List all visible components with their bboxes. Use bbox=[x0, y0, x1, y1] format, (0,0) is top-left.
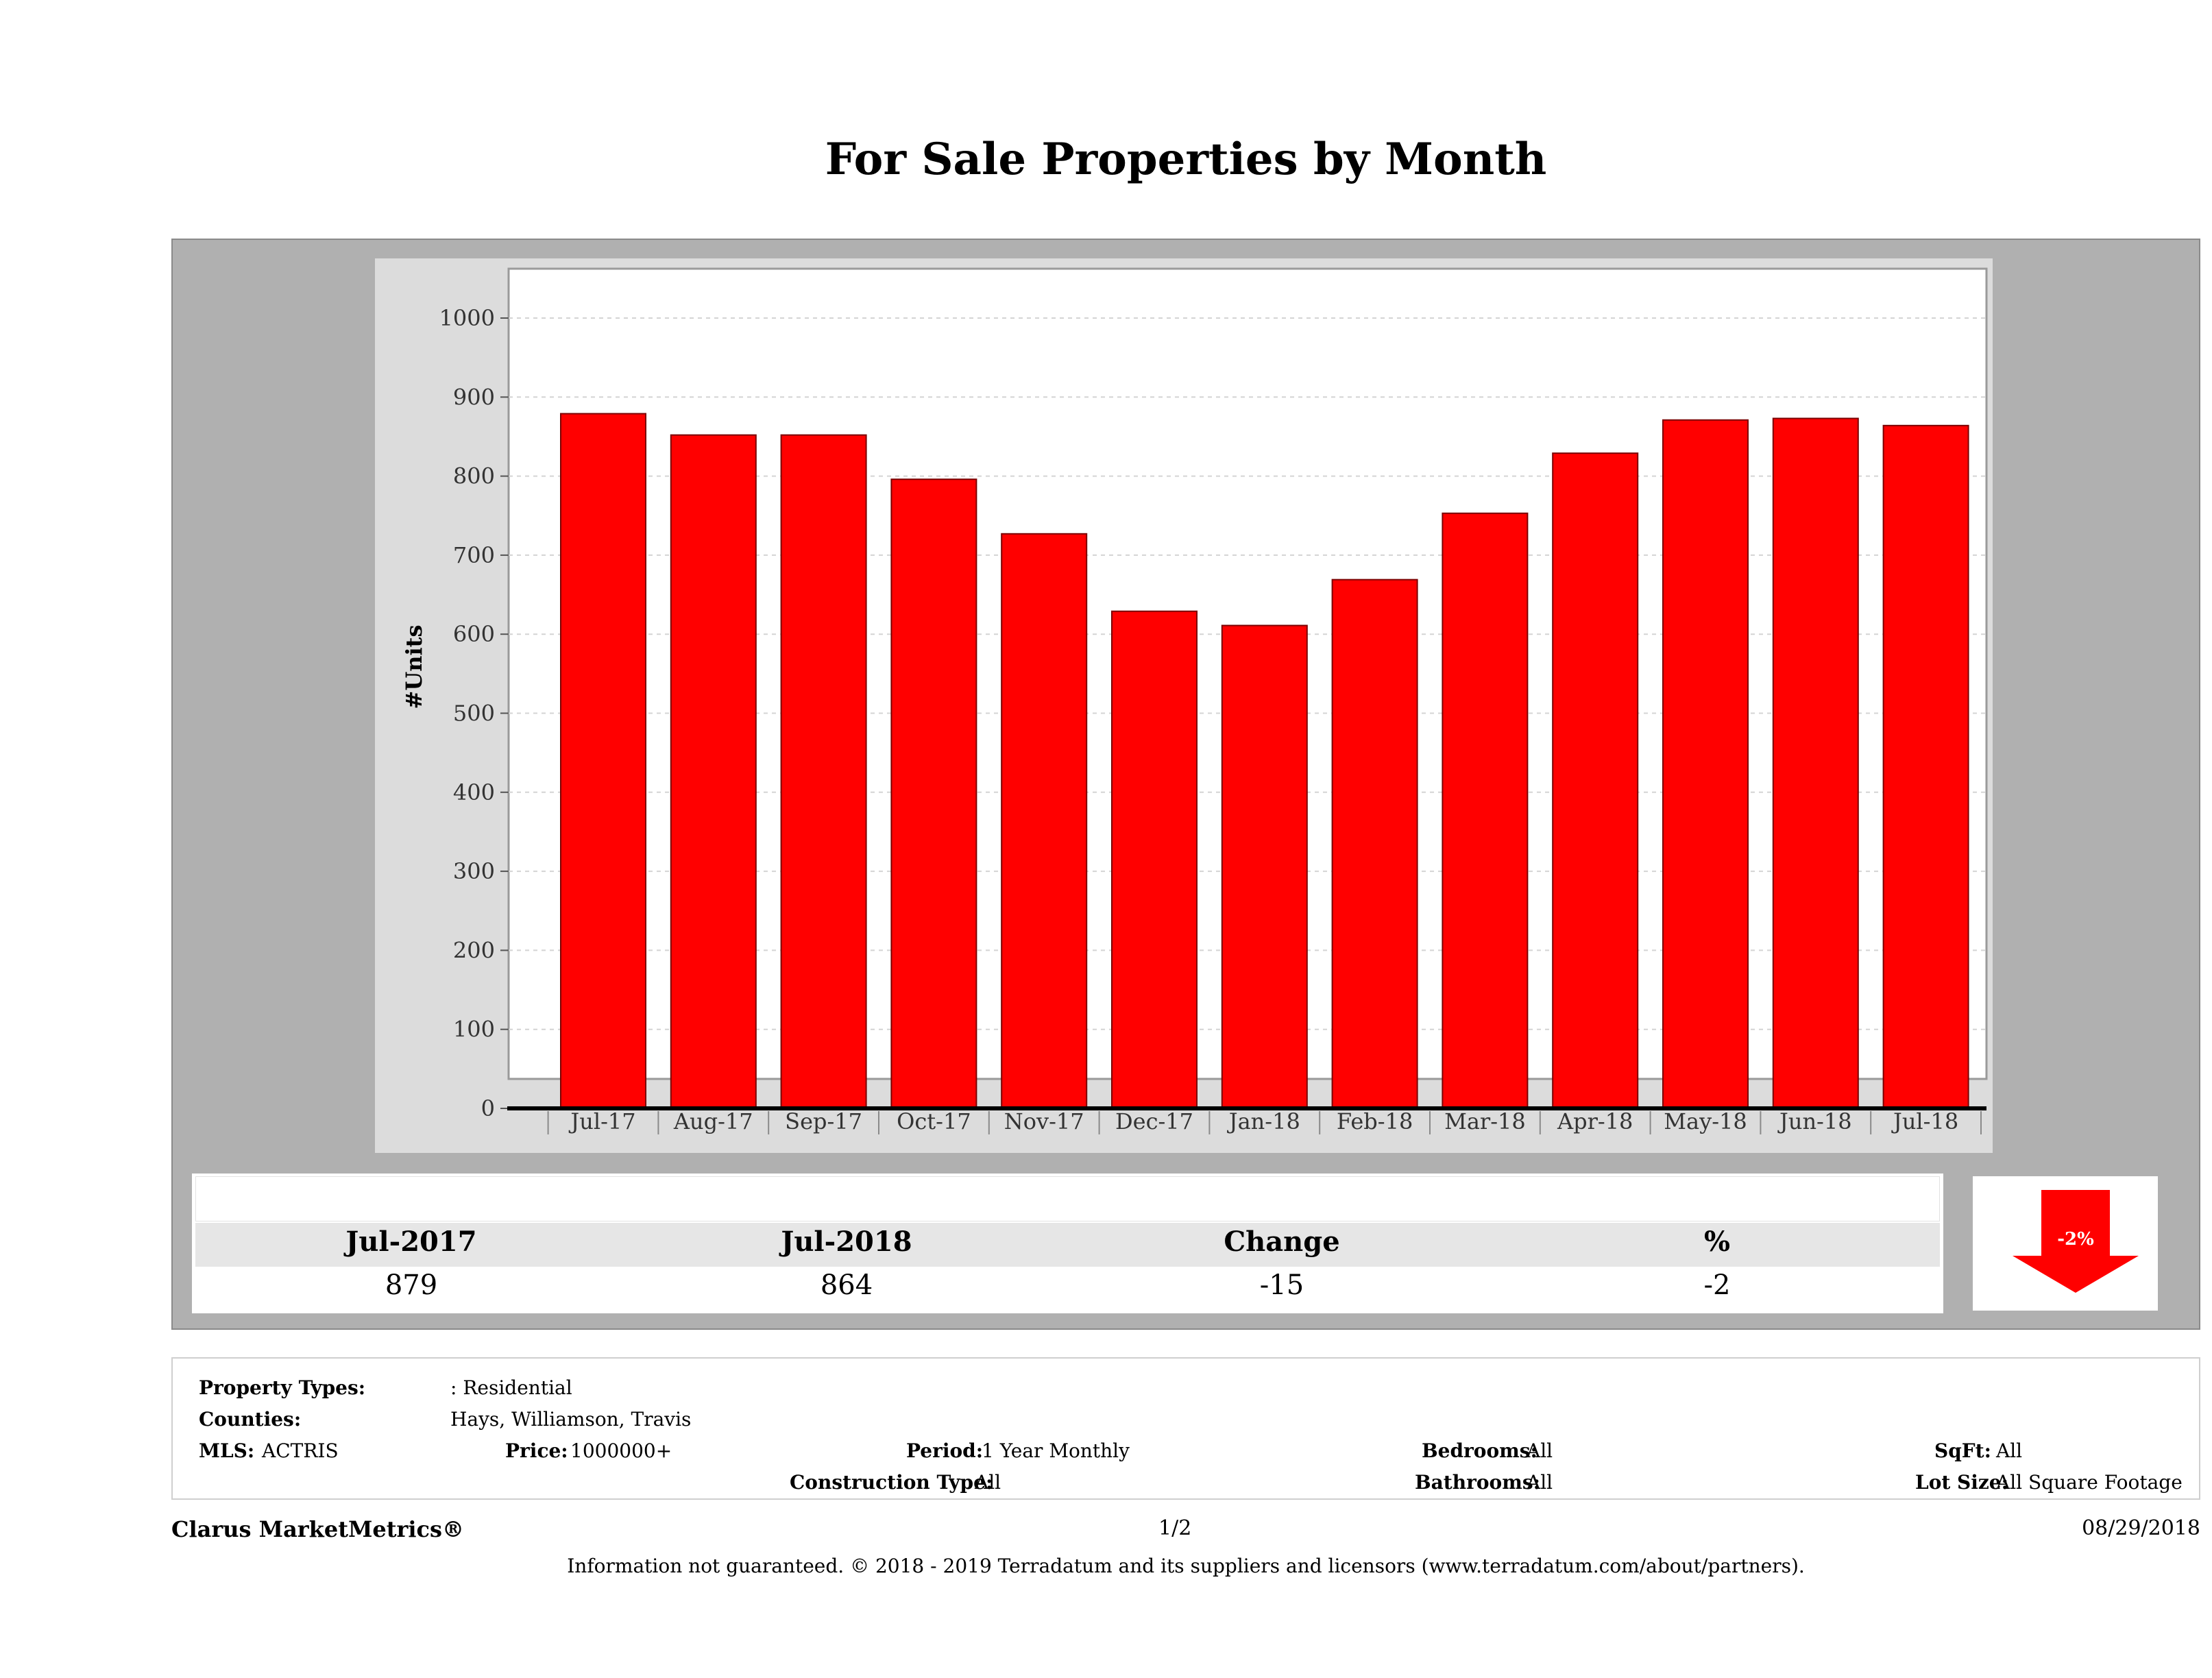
bar-aug-17 bbox=[670, 434, 757, 1110]
x-tick-label: Dec-17 bbox=[1115, 1108, 1193, 1134]
summary-header-change: Change bbox=[1224, 1226, 1340, 1258]
footer-date: 08/29/2018 bbox=[2082, 1516, 2200, 1540]
counties-value: Hays, Williamson, Travis bbox=[450, 1408, 692, 1431]
footer-disclaimer: Information not guaranteed. © 2018 - 201… bbox=[567, 1555, 1805, 1577]
bar-oct-17 bbox=[890, 478, 977, 1110]
y-tick-label: 700 bbox=[453, 542, 495, 568]
footer-brand: Clarus MarketMetrics® bbox=[171, 1516, 465, 1542]
bar-jul-18 bbox=[1882, 424, 1969, 1110]
price-value: 1000000+ bbox=[570, 1439, 672, 1462]
summary-header-percent: % bbox=[1703, 1226, 1730, 1258]
period-label: Period: bbox=[906, 1439, 984, 1462]
x-tick-label: Feb-18 bbox=[1337, 1108, 1413, 1134]
bar-sep-17 bbox=[780, 434, 867, 1110]
bar-feb-18 bbox=[1331, 579, 1418, 1109]
x-tick-label: Mar-18 bbox=[1444, 1108, 1526, 1134]
summary-header-start: Jul-2017 bbox=[345, 1226, 477, 1258]
bar-nov-17 bbox=[1001, 533, 1088, 1110]
bathrooms-value: All bbox=[1527, 1471, 1553, 1494]
summary-top-strip bbox=[195, 1176, 1940, 1221]
y-tick-label: 100 bbox=[453, 1017, 495, 1043]
x-tick-label: Aug-17 bbox=[673, 1108, 753, 1134]
construction-type-label: Construction Type: bbox=[790, 1471, 993, 1494]
sqft-value: All bbox=[1996, 1439, 2023, 1462]
y-tick-label: 400 bbox=[453, 779, 495, 805]
property-filters: Property Types: : Residential Counties: … bbox=[171, 1357, 2200, 1500]
x-tick-label: May-18 bbox=[1664, 1108, 1747, 1134]
bar-mar-18 bbox=[1442, 512, 1529, 1109]
price-label: Price: bbox=[505, 1439, 568, 1462]
mls-value: ACTRIS bbox=[262, 1439, 339, 1462]
summary-value-change: -15 bbox=[1259, 1269, 1304, 1301]
counties-label: Counties: bbox=[199, 1408, 302, 1431]
x-tick-label: Nov-17 bbox=[1004, 1108, 1084, 1134]
summary-value-start: 879 bbox=[385, 1269, 438, 1301]
y-tick-label: 900 bbox=[453, 384, 495, 410]
y-tick-label: 1000 bbox=[439, 305, 495, 331]
construction-type-value: All bbox=[975, 1471, 1001, 1494]
down-arrow-icon: -2% bbox=[2013, 1190, 2139, 1293]
y-tick-label: 300 bbox=[453, 858, 495, 884]
bathrooms-label: Bathrooms: bbox=[1415, 1471, 1540, 1494]
summary-header-row bbox=[195, 1223, 1940, 1267]
down-arrow-shape bbox=[2013, 1190, 2139, 1293]
bar-jan-18 bbox=[1221, 624, 1308, 1109]
trend-badge: -2% bbox=[1973, 1176, 2158, 1311]
y-tick-label: 600 bbox=[453, 621, 495, 647]
footer-page-number: 1/2 bbox=[1158, 1516, 1192, 1540]
period-value: 1 Year Monthly bbox=[982, 1439, 1130, 1462]
chart-title: For Sale Properties by Month bbox=[825, 134, 1547, 185]
x-tick-label: Oct-17 bbox=[897, 1108, 971, 1134]
bar-jun-18 bbox=[1772, 417, 1859, 1109]
property-types-label: Property Types: bbox=[199, 1376, 366, 1399]
y-axis-label: #Units bbox=[401, 625, 427, 709]
y-tick-label: 500 bbox=[453, 701, 495, 727]
lot-size-label: Lot Size: bbox=[1915, 1471, 2008, 1494]
bar-may-18 bbox=[1662, 419, 1749, 1109]
bedrooms-label: Bedrooms: bbox=[1422, 1439, 1538, 1462]
x-tick-label: Sep-17 bbox=[785, 1108, 862, 1134]
bar-apr-18 bbox=[1552, 452, 1639, 1109]
summary-header-end: Jul-2018 bbox=[781, 1226, 912, 1258]
x-tick-label: Jun-18 bbox=[1777, 1108, 1852, 1134]
summary-value-end: 864 bbox=[820, 1269, 873, 1301]
bar-chart: 0 100 200 300 400 500 600 700 800 900 1000 #Units Ju… bbox=[401, 267, 1988, 1134]
y-tick-label: 800 bbox=[453, 463, 495, 489]
x-tick-label: Apr-18 bbox=[1557, 1108, 1633, 1134]
x-tick-label: Jan-18 bbox=[1227, 1108, 1300, 1134]
chart-panel: 0 100 200 300 400 500 600 700 800 900 1000 #Units Ju… bbox=[375, 258, 1993, 1153]
mls-label: MLS: bbox=[199, 1439, 255, 1462]
y-tick-label: 200 bbox=[453, 937, 495, 963]
x-tick-label: Jul-18 bbox=[1891, 1108, 1958, 1134]
trend-badge-label: -2% bbox=[2057, 1229, 2094, 1250]
y-tick-label: 0 bbox=[481, 1095, 495, 1121]
bar-jul-17 bbox=[560, 413, 646, 1109]
bedrooms-value: All bbox=[1527, 1439, 1553, 1462]
lot-size-value: All Square Footage bbox=[1996, 1471, 2183, 1494]
summary-value-row bbox=[195, 1268, 1940, 1311]
x-tick-label: Jul-17 bbox=[568, 1108, 635, 1134]
property-types-value: : Residential bbox=[450, 1376, 572, 1399]
summary-value-percent: -2 bbox=[1703, 1269, 1731, 1301]
bar-dec-17 bbox=[1111, 610, 1198, 1109]
sqft-label: SqFt: bbox=[1934, 1439, 1991, 1462]
